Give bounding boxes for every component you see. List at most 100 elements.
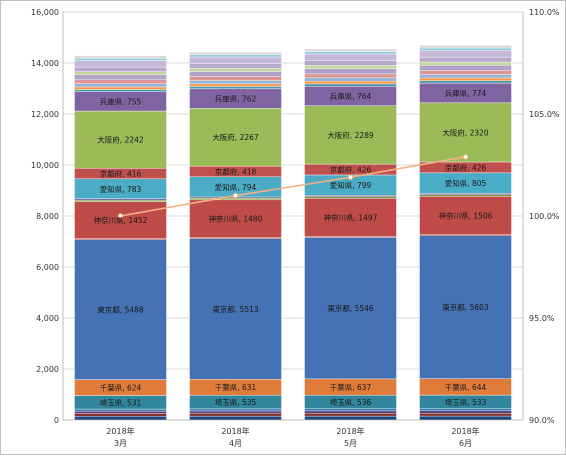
y-left-tick-label: 16,000 [31,8,59,17]
bar-segment [304,68,397,75]
bar-segment [189,80,282,85]
bar-segment [419,194,512,197]
bar-segment [74,413,167,417]
bar-segment [304,408,397,412]
data-label: 千葉県, 624 [100,383,142,393]
bar-segment [419,193,512,195]
bar-segment [304,413,397,417]
y-right-tick-label: 110.0% [529,8,560,17]
data-label: 神奈川県, 1480 [209,214,263,224]
bar-segment [419,50,512,58]
y-right-tick-label: 90.0% [529,416,555,425]
y-left-tick-label: 10,000 [31,161,59,170]
bar-segment [304,415,397,421]
data-label: 愛知県, 799 [330,180,372,190]
data-label: 愛知県, 794 [215,182,257,192]
data-label: 兵庫県, 764 [330,91,372,101]
bar-segment [419,47,512,51]
bar-segment [74,83,167,88]
line-point [117,213,124,219]
bar-segment [419,74,512,79]
bar-segment [189,63,282,69]
data-label: 東京都, 5603 [442,302,489,312]
x-tick-label: 4月 [229,439,242,448]
data-label: 大阪府, 2320 [442,127,489,137]
data-label: 愛知県, 805 [445,178,487,188]
bar-segment [189,198,282,201]
data-label: 東京都, 5513 [212,304,259,314]
bar-segment [189,71,282,77]
bar-segment [74,74,167,81]
bar-segment [304,81,397,85]
bar-segment [419,235,512,379]
data-label: 京都府, 426 [445,162,487,172]
bar-segment [419,408,512,411]
bar-segment [189,83,282,87]
bar-segment [419,410,512,414]
data-label: 兵庫県, 755 [100,96,142,106]
y-left-tick-label: 6,000 [36,263,59,272]
x-tick-label: 2018年 [451,426,479,436]
bar-segment [304,105,397,165]
bar-segment [74,239,167,380]
bar-segment [419,102,512,163]
bar-segment [74,79,167,84]
data-label: 埼玉県, 531 [100,397,142,407]
bar-segment [189,413,282,417]
bar-segment [189,199,282,238]
y-left-tick-label: 12,000 [31,110,59,119]
bar-segment [189,68,282,72]
data-label: 愛知県, 783 [100,184,142,194]
bar-segment [304,237,397,380]
bar-segment [304,83,397,87]
data-label: 神奈川県, 1497 [324,212,378,222]
bar-segment [304,196,397,199]
data-label: 京都府, 418 [215,166,257,176]
data-label: 兵庫県, 762 [215,94,257,104]
x-tick-label: 2018年 [221,426,249,436]
bar-segment [419,412,512,417]
data-label: 京都府, 426 [330,165,372,175]
y-right-tick-label: 95.0% [529,314,555,323]
y-right-tick-label: 100.0% [529,212,560,221]
data-label: 大阪府, 2267 [212,132,259,142]
x-tick-label: 2018年 [106,426,134,436]
bar-segment [189,238,282,380]
bar-segment [304,198,397,237]
bar-segment [189,76,282,81]
bar-segment [419,77,512,81]
bar-segment [74,89,167,92]
data-label: 埼玉県, 536 [330,397,372,407]
data-label: 大阪府, 2289 [327,130,374,140]
bar-segment [189,54,282,58]
bar-segment [189,56,282,64]
line-series [120,156,466,217]
bar-segment [419,70,512,75]
data-label: 東京都, 5488 [97,305,144,315]
bar-segment [189,408,282,412]
data-label: 千葉県, 644 [445,382,487,392]
bar-segment [304,48,397,52]
bar-segment [189,415,282,421]
y-right-tick-label: 105.0% [529,110,560,119]
bar-segment [304,51,397,55]
bar-segment [74,201,167,239]
bar-segment [419,65,512,71]
bar-segment [304,53,397,61]
x-tick-label: 6月 [459,439,472,448]
bar-segment [74,57,167,61]
bar-segment [74,408,167,412]
data-label: 千葉県, 637 [330,382,372,392]
bar-segment [74,71,167,75]
data-label: 神奈川県, 1452 [94,215,148,225]
data-label: 神奈川県, 1506 [439,211,493,221]
y-left-tick-label: 8,000 [36,212,59,221]
bar-segment [419,56,512,63]
bar-segment [189,410,282,414]
line-point [462,154,469,160]
bar-segment [419,61,512,66]
bar-segment [74,110,167,169]
y-left-tick-label: 14,000 [31,59,59,68]
bar-segment [419,196,512,235]
